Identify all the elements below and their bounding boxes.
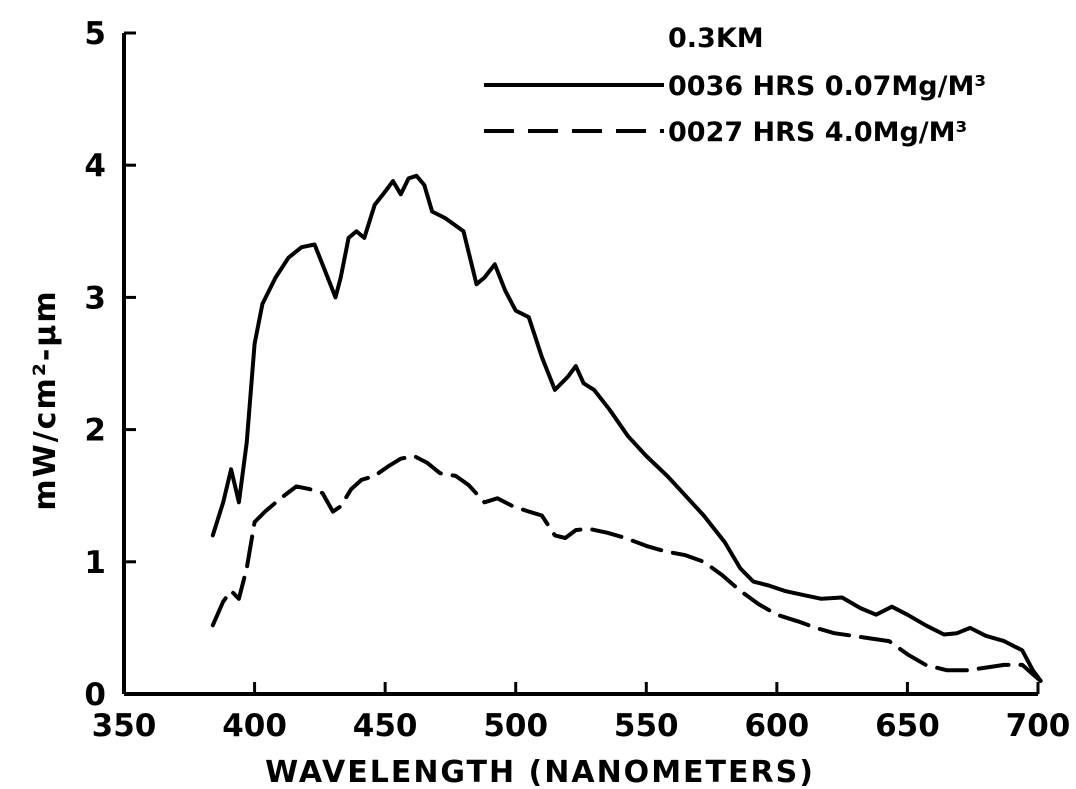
y-tick-label: 5 xyxy=(84,16,106,52)
x-tick-label: 500 xyxy=(483,708,548,744)
y-tick-label: 4 xyxy=(84,148,106,184)
series-line-dashed xyxy=(210,454,1043,683)
legend-heading: 0.3KM xyxy=(668,23,764,54)
x-ticks: 350 400 450 500 550 600 650 700 xyxy=(92,682,1071,744)
x-tick-label: 650 xyxy=(875,708,940,744)
axes xyxy=(122,33,1038,696)
y-tick-label: 0 xyxy=(84,677,106,713)
x-tick-label: 400 xyxy=(222,708,287,744)
y-ticks: 0 1 2 3 4 5 xyxy=(84,16,136,713)
series-layer xyxy=(210,173,1043,683)
x-axis-title: WAVELENGTH (NANOMETERS) xyxy=(265,755,815,789)
x-tick-label: 550 xyxy=(614,708,679,744)
y-tick-label: 1 xyxy=(84,545,106,581)
y-axis-title: mW/cm²-μm xyxy=(28,289,63,510)
legend-label-solid: 0036 HRS 0.07Mg/M³ xyxy=(668,71,986,102)
legend: 0.3KM 0036 HRS 0.07Mg/M³ 0027 HRS 4.0Mg/… xyxy=(484,23,986,148)
y-tick-label: 2 xyxy=(84,413,106,449)
x-tick-label: 700 xyxy=(1006,708,1071,744)
x-tick-label: 600 xyxy=(744,708,809,744)
legend-label-dashed: 0027 HRS 4.0Mg/M³ xyxy=(668,117,967,148)
y-tick-label: 3 xyxy=(84,280,106,316)
series-line-solid xyxy=(210,173,1043,683)
x-tick-label: 450 xyxy=(353,708,418,744)
x-tick-label: 350 xyxy=(92,708,157,744)
